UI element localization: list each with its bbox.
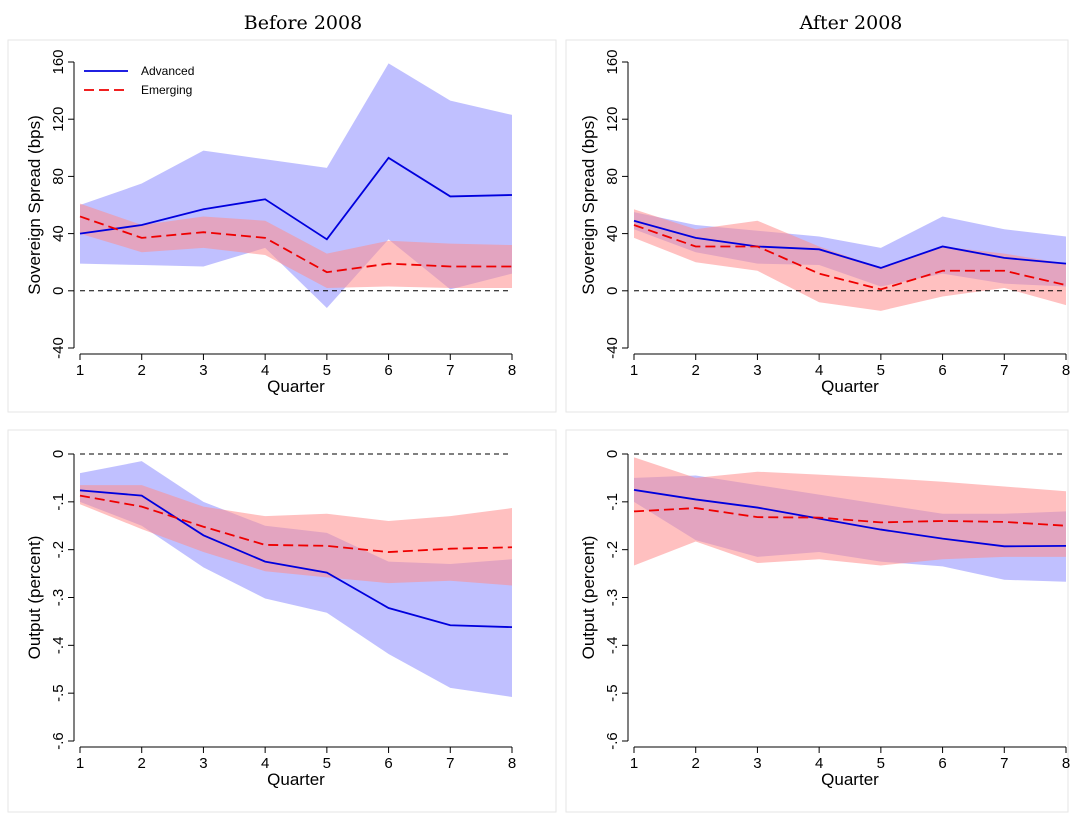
x-tick-label: 1 [630, 362, 638, 379]
y-tick-label: -.3 [604, 589, 621, 607]
x-tick-label: 6 [938, 362, 946, 379]
x-tick-label: 5 [877, 362, 885, 379]
y-tick-label: 160 [604, 49, 621, 74]
y-tick-label: 0 [604, 287, 621, 295]
x-tick-label: 1 [76, 362, 84, 379]
x-tick-label: 8 [508, 362, 516, 379]
x-tick-label: 3 [199, 755, 207, 772]
y-tick-label: -.4 [50, 637, 67, 655]
y-tick-label: -.6 [50, 732, 67, 750]
x-tick-label: 8 [1062, 755, 1070, 772]
series-line-advanced [79, 156, 513, 241]
x-axis-title: Quarter [821, 377, 879, 396]
x-tick-label: 2 [692, 755, 700, 772]
y-axis-title: Output (percent) [579, 536, 598, 660]
y-tick-label: 80 [50, 168, 67, 185]
x-tick-label: 8 [508, 755, 516, 772]
x-tick-label: 7 [1000, 362, 1008, 379]
y-tick-label: -.4 [604, 637, 621, 655]
y-axis-title: Sovereign Spread (bps) [579, 115, 598, 295]
x-tick-label: 4 [261, 362, 269, 379]
confidence-band-emerging [634, 457, 1066, 566]
x-tick-label: 8 [1062, 362, 1070, 379]
y-tick-label: -40 [604, 337, 621, 359]
x-tick-label: 3 [753, 362, 761, 379]
x-tick-label: 2 [138, 362, 146, 379]
y-tick-label: -.3 [50, 589, 67, 607]
x-tick-label: 4 [815, 362, 823, 379]
x-axis-title: Quarter [267, 770, 325, 789]
x-tick-label: 6 [384, 362, 392, 379]
x-tick-label: 5 [323, 362, 331, 379]
y-tick-label: -.5 [604, 684, 621, 702]
column-title-before: Before 2008 [244, 12, 362, 34]
series-line-emerging [79, 215, 512, 274]
x-axis-title: Quarter [267, 377, 325, 396]
confidence-band-emerging [634, 209, 1066, 311]
y-tick-label: 0 [604, 450, 621, 458]
y-axis-title: Sovereign Spread (bps) [25, 115, 44, 295]
confidence-band-emerging [80, 203, 512, 288]
y-tick-label: 120 [604, 107, 621, 132]
y-tick-label: -.6 [604, 732, 621, 750]
chart-spread_before: -40 0 40 80 120 160 1 2 3 4 5 6 7 8 Quarter Sovereign S… [7, 39, 557, 413]
legend: Advanced Emerging [84, 64, 194, 97]
x-tick-label: 1 [630, 755, 638, 772]
y-tick-label: -.1 [50, 493, 67, 511]
y-tick-label: -.5 [50, 684, 67, 702]
x-tick-label: 6 [384, 755, 392, 772]
x-tick-label: 7 [1000, 755, 1008, 772]
column-title-after: After 2008 [799, 12, 903, 34]
x-tick-label: 3 [753, 755, 761, 772]
y-tick-label: -.2 [604, 541, 621, 559]
x-tick-label: 5 [323, 755, 331, 772]
x-tick-label: 7 [446, 362, 454, 379]
legend-label-advanced: Advanced [141, 64, 194, 78]
y-tick-label: 0 [50, 287, 67, 295]
x-tick-label: 7 [446, 755, 454, 772]
chart-spread_after: -40 0 40 80 120 160 1 2 3 4 5 6 7 8 Quarter Sovereign S… [565, 39, 1070, 413]
y-tick-label: 80 [604, 168, 621, 185]
chart-output_before: -.6 -.5 -.4 -.3 -.2 -.1 0 1 2 3 4 5 6 7 8 Quarter Output… [7, 429, 557, 813]
y-tick-label: 40 [604, 225, 621, 242]
series-line-emerging [633, 507, 1067, 527]
series-line-advanced [79, 489, 513, 629]
x-axis-title: Quarter [821, 770, 879, 789]
y-axis-title: Output (percent) [25, 536, 44, 660]
x-tick-label: 4 [815, 755, 823, 772]
x-tick-label: 3 [199, 362, 207, 379]
y-tick-label: 160 [50, 49, 67, 74]
y-tick-label: -.2 [50, 541, 67, 559]
y-tick-label: 40 [50, 225, 67, 242]
y-tick-label: -40 [50, 337, 67, 359]
series-line-emerging [79, 494, 513, 553]
series-line-emerging [633, 224, 1067, 291]
x-tick-label: 5 [877, 755, 885, 772]
series-line-advanced [633, 219, 1067, 269]
legend-label-emerging: Emerging [141, 83, 192, 97]
y-tick-label: 120 [50, 107, 67, 132]
x-tick-label: 1 [76, 755, 84, 772]
x-tick-label: 2 [692, 362, 700, 379]
x-tick-label: 4 [261, 755, 269, 772]
y-tick-label: -.1 [604, 493, 621, 511]
x-tick-label: 6 [938, 755, 946, 772]
series-line-advanced [633, 488, 1067, 548]
x-tick-label: 2 [138, 755, 146, 772]
chart-output_after: -.6 -.5 -.4 -.3 -.2 -.1 0 1 2 3 4 5 6 7 8 Quarter Output… [565, 429, 1070, 813]
y-tick-label: 0 [50, 450, 67, 458]
confidence-band-emerging [80, 485, 512, 586]
